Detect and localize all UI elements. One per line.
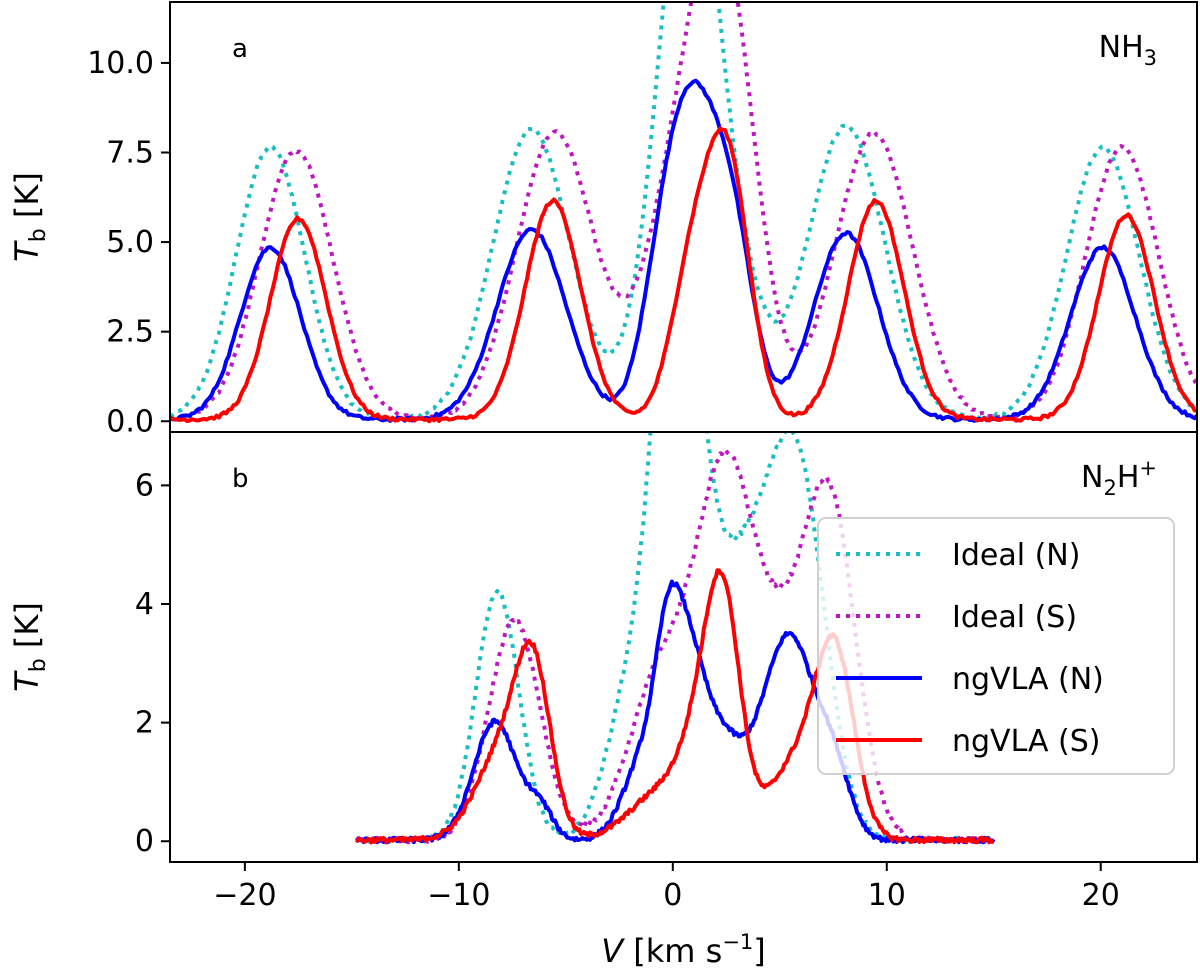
species-label: N2H+ [1081, 456, 1157, 500]
species-base: NH [1099, 30, 1144, 65]
species-label: NH3 [1099, 30, 1157, 70]
x-label-symbol: V [601, 932, 625, 970]
series-line-ideal_n [170, 2, 1197, 422]
x-label-unit: [km s [623, 932, 722, 970]
panel-a: 0.0 2.5 5.0 7.5 10.0 Tb [K] a NH3 [8, 1, 1198, 439]
x-axis-label: V [km s−1] [601, 930, 766, 970]
y-label-unit: [K] [8, 602, 46, 658]
x-axis: −20 −10 0 10 20 V [km s−1] [213, 878, 1120, 970]
legend-label: ngVLA (S) [952, 724, 1101, 759]
y-tick-label: 0 [135, 824, 154, 859]
y-tick-label: 4 [135, 587, 154, 622]
y-tick-label: 2 [135, 706, 154, 741]
panel-tag: b [232, 464, 249, 494]
legend-label: ngVLA (N) [952, 662, 1104, 697]
x-tick-label: −10 [427, 878, 490, 913]
x-tick-label: 0 [663, 878, 682, 913]
legend-box [817, 517, 1175, 775]
series-line-ngvla_n [170, 78, 1197, 423]
species-subscript: 3 [1144, 46, 1157, 70]
legend-label: Ideal (S) [952, 600, 1077, 635]
x-tick-label: 10 [868, 878, 906, 913]
plot-frame [169, 431, 1198, 863]
y-label-unit: [K] [8, 172, 46, 228]
species-rest: H [1117, 460, 1140, 495]
x-label-unit-close: ] [753, 932, 765, 970]
legend-label: Ideal (N) [952, 538, 1080, 573]
y-tick-label: 10.0 [87, 46, 154, 81]
plot-frame [169, 1, 1198, 433]
series-line-ideal_s [170, 2, 1197, 422]
x-label-exponent: −1 [722, 930, 753, 954]
species-base: N [1081, 460, 1103, 495]
y-axis-label: Tb [K] [8, 602, 51, 692]
species-superscript: + [1139, 456, 1157, 480]
x-tick-label: −20 [213, 878, 276, 913]
y-tick-label: 7.5 [106, 136, 154, 171]
series-group [170, 2, 1197, 424]
y-tick-label: 5.0 [106, 225, 154, 260]
species-subscript: 2 [1103, 476, 1116, 500]
series-line-ideal_s [354, 447, 995, 845]
y-tick-label: 6 [135, 468, 154, 503]
y-label-subscript: b [26, 658, 51, 672]
panel-tag: a [232, 34, 248, 64]
series-line-ngvla_s [170, 126, 1197, 424]
legend: Ideal (N) Ideal (S) ngVLA (N) ngVLA (S) [817, 517, 1175, 775]
series-group [354, 432, 996, 845]
y-tick-label: 2.5 [106, 315, 154, 350]
y-label-symbol: T [8, 240, 46, 262]
y-label-symbol: T [8, 670, 46, 692]
x-tick-label: 20 [1082, 878, 1120, 913]
y-label-subscript: b [26, 228, 51, 242]
y-tick-label: 0.0 [106, 404, 154, 439]
y-axis-label: Tb [K] [8, 172, 51, 262]
series-line-ngvla_s [355, 568, 995, 845]
